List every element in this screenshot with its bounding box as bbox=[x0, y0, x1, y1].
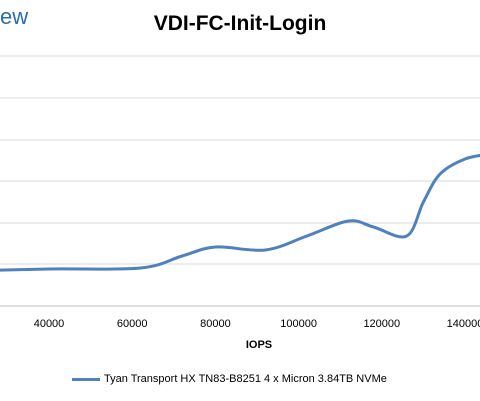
series-line bbox=[0, 153, 480, 272]
x-tick-label: 120000 bbox=[363, 318, 400, 330]
legend-label: Tyan Transport HX TN83-B8251 4 x Micron … bbox=[104, 373, 387, 385]
legend-swatch bbox=[72, 377, 100, 381]
legend: Tyan Transport HX TN83-B8251 4 x Micron … bbox=[72, 373, 387, 385]
chart-title: VDI-FC-Init-Login bbox=[153, 12, 327, 35]
x-tick-label: 80000 bbox=[200, 318, 231, 330]
x-tick-label: 140000 bbox=[447, 318, 480, 330]
x-tick-label: 40000 bbox=[34, 318, 65, 330]
x-axis-label: IOPS bbox=[246, 339, 272, 351]
x-tick-label: 60000 bbox=[117, 318, 148, 330]
x-tick-label: 100000 bbox=[280, 318, 317, 330]
x-tick-labels: 40000 60000 80000 100000 120000 140000 bbox=[34, 318, 480, 330]
logo-fragment: ew bbox=[0, 4, 29, 29]
grid-lines bbox=[0, 55, 480, 265]
